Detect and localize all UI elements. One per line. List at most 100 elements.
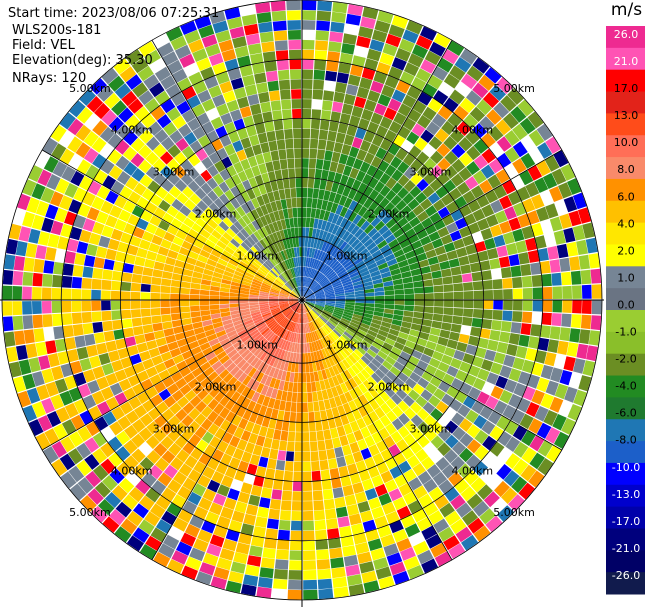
radar-gate <box>199 377 211 389</box>
radar-gate <box>540 393 555 409</box>
radar-gate <box>342 186 352 197</box>
radar-gate <box>219 407 230 419</box>
radar-gate <box>274 265 283 274</box>
radar-gate <box>317 261 324 271</box>
radar-gate <box>257 269 267 277</box>
radar-gate <box>404 300 415 306</box>
radar-gate <box>147 121 163 136</box>
radar-gate <box>303 333 307 343</box>
radar-gate <box>230 336 241 345</box>
radar-gate <box>285 138 294 149</box>
radar-gate <box>279 302 289 305</box>
radar-gate <box>12 301 23 316</box>
radar-gate <box>309 148 318 159</box>
radar-gate <box>311 119 321 130</box>
radar-gate <box>195 260 206 269</box>
radar-gate <box>276 369 284 380</box>
radar-gate <box>292 481 302 492</box>
radar-gate <box>529 435 545 452</box>
radar-gate <box>256 241 265 251</box>
radar-gate <box>262 111 273 123</box>
radar-gate <box>162 376 175 388</box>
radar-gate <box>371 372 382 383</box>
radar-gate <box>327 212 335 223</box>
radar-gate <box>444 487 460 502</box>
radar-gate <box>233 448 244 460</box>
radar-gate <box>307 237 312 248</box>
radar-gate <box>299 286 302 297</box>
radar-gate <box>498 256 511 268</box>
radar-gate <box>264 330 273 340</box>
radar-gate <box>311 269 317 279</box>
radar-gate <box>268 257 277 267</box>
radar-gate <box>323 498 335 510</box>
radar-gate <box>382 317 393 324</box>
radar-gate <box>409 372 421 383</box>
radar-gate <box>537 337 550 351</box>
radar-gate <box>444 420 459 434</box>
radar-gate <box>377 524 392 538</box>
radar-gate <box>315 249 321 260</box>
radar-gate <box>350 238 361 249</box>
radar-gate <box>221 156 233 169</box>
elevation-label: Elevation(deg): 35.30 <box>12 53 153 68</box>
radar-gate <box>369 399 380 411</box>
radar-gate <box>443 284 454 292</box>
radar-gate <box>176 192 189 205</box>
radar-gate <box>260 374 269 385</box>
radar-gate <box>515 240 528 254</box>
radar-gate <box>559 257 571 272</box>
radar-gate <box>433 518 450 534</box>
radar-gate <box>210 576 227 590</box>
radar-gate <box>12 286 23 300</box>
radar-gate <box>461 510 479 526</box>
radar-gate <box>359 270 370 278</box>
radar-gate <box>175 408 188 422</box>
radar-gate <box>339 335 349 345</box>
radar-gate <box>308 421 316 432</box>
radar-gate <box>285 451 294 462</box>
radar-gate <box>303 287 308 297</box>
radar-gate <box>329 397 337 409</box>
colorbar-swatch <box>606 528 645 551</box>
radar-gate <box>304 277 308 287</box>
radar-gate <box>131 168 145 182</box>
radar-gate <box>466 145 481 161</box>
radar-gate <box>341 258 351 267</box>
radar-gate <box>201 314 212 322</box>
radar-gate <box>341 315 352 322</box>
radar-gate <box>381 321 392 329</box>
radar-gate <box>317 275 326 284</box>
radar-gate <box>207 423 220 436</box>
radar-gate <box>336 72 349 84</box>
radar-gate <box>338 271 348 279</box>
radar-gate <box>302 510 314 521</box>
radar-gate <box>257 337 267 347</box>
radar-gate <box>310 258 316 268</box>
radar-gate <box>363 309 374 315</box>
radar-gate <box>121 318 133 329</box>
radar-gate <box>225 529 240 542</box>
radar-gate <box>510 265 522 277</box>
radar-gate <box>309 342 313 353</box>
radar-gate <box>256 271 266 279</box>
radar-gate <box>450 323 462 333</box>
radar-gate <box>315 381 322 392</box>
radar-gate <box>367 143 380 156</box>
radar-gate <box>145 366 158 378</box>
radar-gate <box>215 330 227 338</box>
radar-gate <box>35 200 50 217</box>
radar-gate <box>510 174 525 190</box>
radar-gate <box>120 291 131 300</box>
radar-gate <box>61 275 73 288</box>
radar-gate <box>450 173 465 187</box>
radar-gate <box>76 107 93 124</box>
radar-gate <box>190 311 201 318</box>
radar-gate <box>308 227 314 238</box>
radar-gate <box>349 271 360 279</box>
radar-gate <box>81 300 92 312</box>
radar-gate <box>181 86 197 100</box>
radar-gate <box>465 130 480 145</box>
radar-gate <box>245 504 259 516</box>
radar-gate <box>521 359 535 374</box>
